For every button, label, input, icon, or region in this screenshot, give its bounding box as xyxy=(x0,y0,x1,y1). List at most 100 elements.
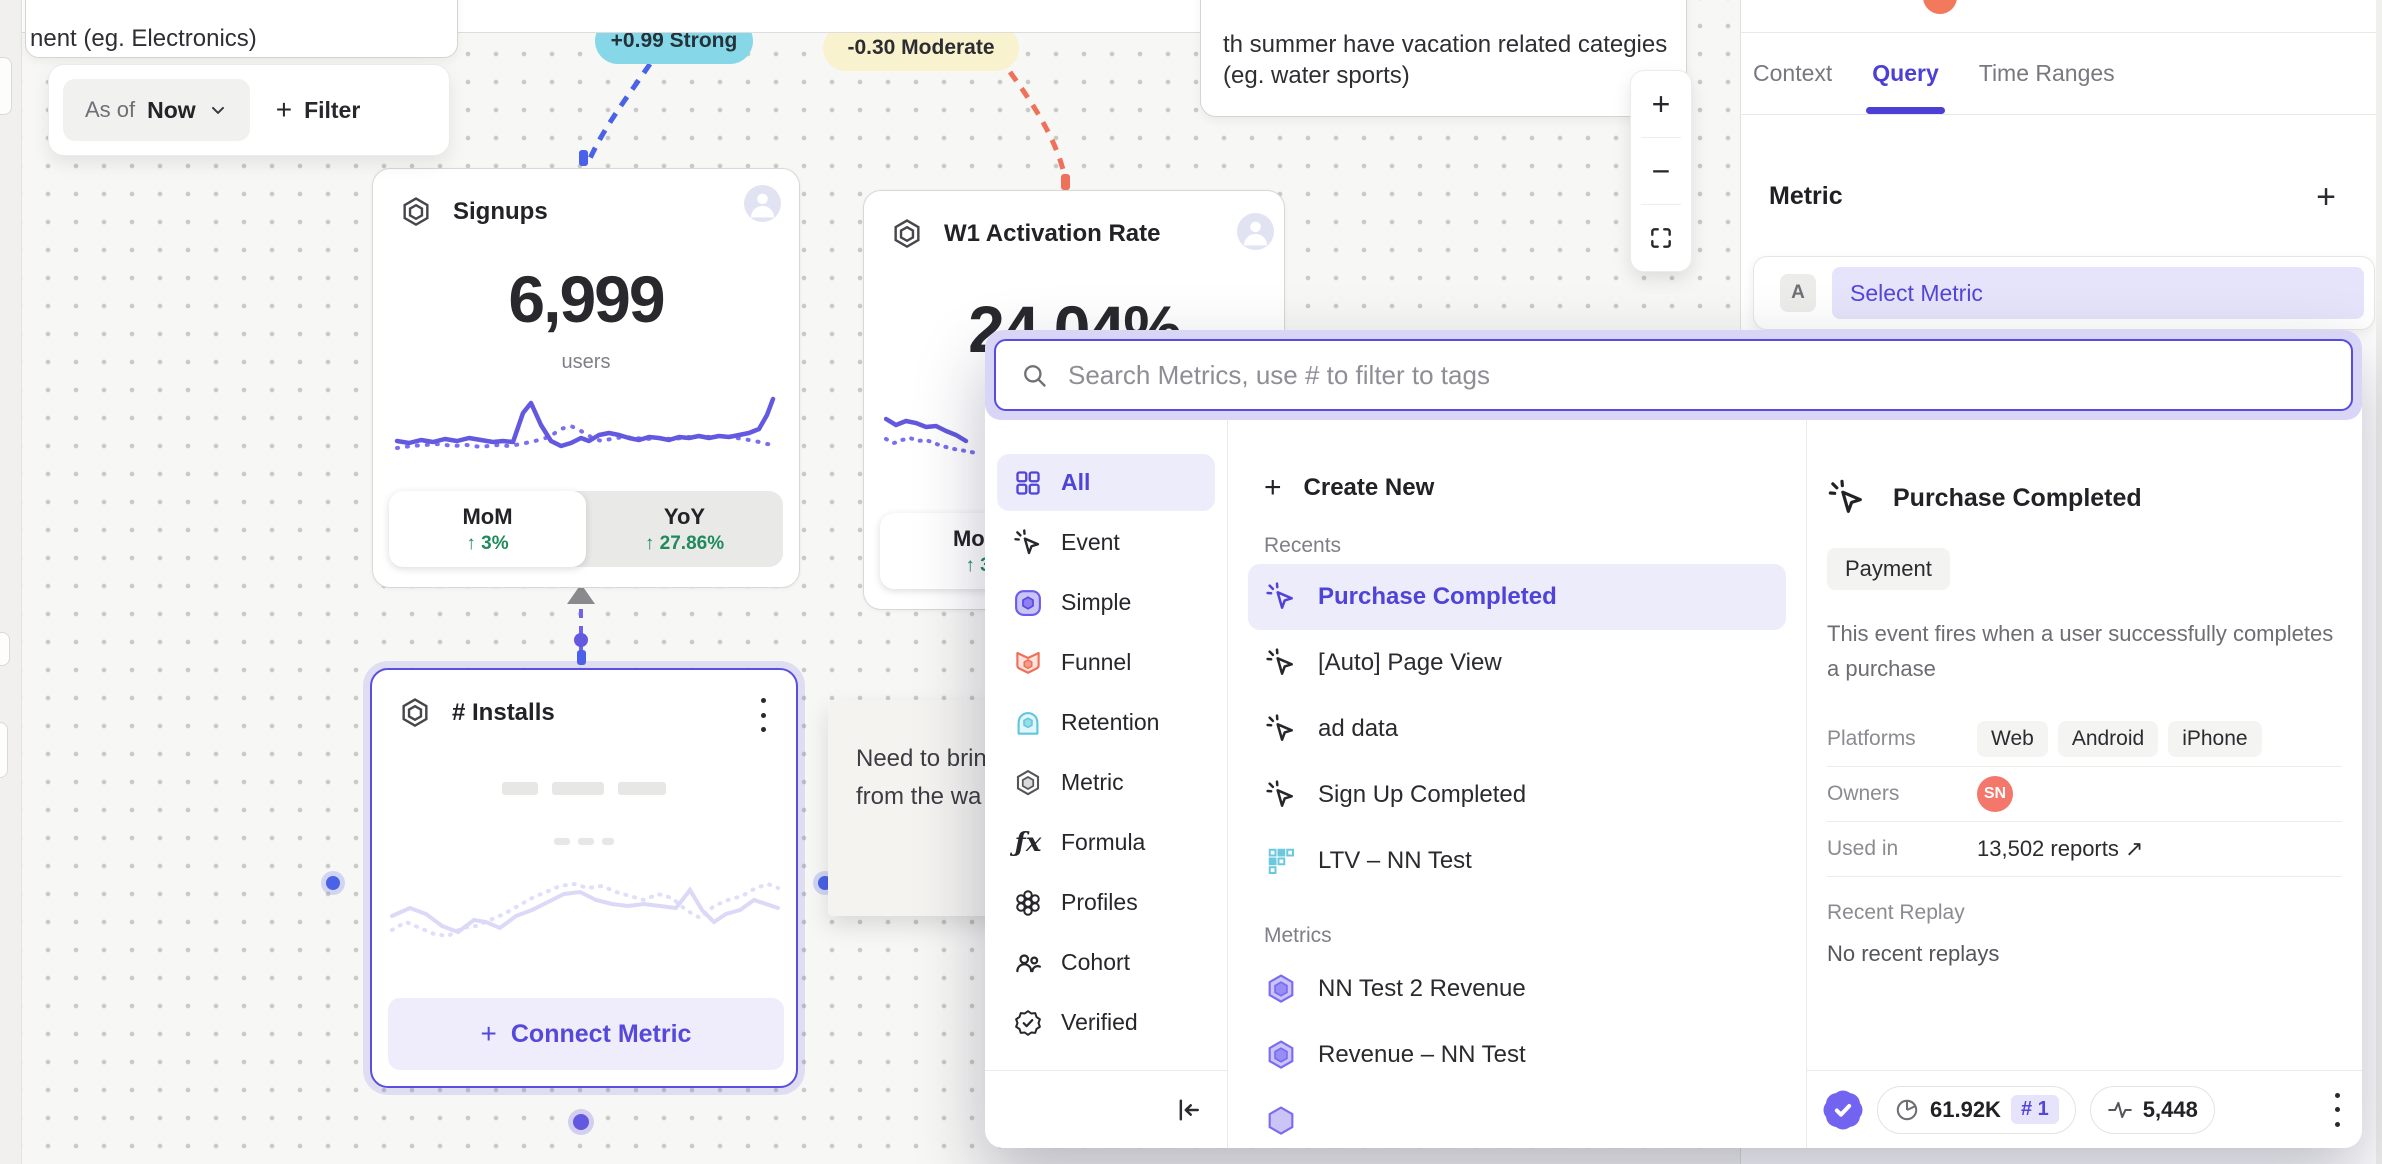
category-formula[interactable]: ƒx Formula xyxy=(997,814,1215,871)
list-item-label: Purchase Completed xyxy=(1318,583,1557,610)
skeleton-placeholder xyxy=(372,782,796,795)
sticky-note-vacation[interactable]: th summer have vacation related categies… xyxy=(1200,0,1687,117)
metric-card-signups[interactable]: Signups 6,999 users MoM ↑ 3% YoY ↑ 27.86… xyxy=(372,168,800,588)
clipped-canvas-item xyxy=(0,722,8,778)
owners-label: Owners xyxy=(1827,782,1900,805)
volume-pill[interactable]: 5,448 xyxy=(2089,1085,2215,1134)
create-new-label: Create New xyxy=(1303,474,1435,501)
usage-count-pill[interactable]: 61.92K # 1 xyxy=(1877,1085,2076,1134)
category-verified[interactable]: Verified xyxy=(997,994,1215,1051)
card-header: W1 Activation Rate xyxy=(890,217,1160,251)
category-label: Cohort xyxy=(1061,949,1131,975)
category-label: Retention xyxy=(1061,709,1160,735)
viewport-edge-strip xyxy=(2376,0,2382,1164)
category-retention[interactable]: Retention xyxy=(997,694,1215,751)
category-cohort[interactable]: Cohort xyxy=(997,934,1215,991)
add-metric-button[interactable]: + xyxy=(2316,178,2336,216)
list-item-label: [Auto] Page View xyxy=(1318,649,1502,676)
metric-hexagon-icon xyxy=(403,197,429,226)
note-text: nent (eg. Electronics) xyxy=(30,25,257,52)
note-text-line1: th summer have vacation related categies xyxy=(1223,31,1668,58)
category-profiles[interactable]: Profiles xyxy=(997,874,1215,931)
category-metric[interactable]: Metric xyxy=(997,754,1215,811)
list-item-purchase-completed[interactable]: Purchase Completed xyxy=(1248,564,1786,630)
category-all[interactable]: All xyxy=(997,454,1215,511)
create-new-button[interactable]: + Create New xyxy=(1248,460,1786,516)
metric-hexagon-icon xyxy=(402,698,428,727)
select-metric-row[interactable]: A Select Metric xyxy=(1753,256,2375,330)
note-text-line1: Need to brin xyxy=(856,745,987,772)
as-of-dropdown[interactable]: As of Now xyxy=(63,79,250,141)
sparkline-chart xyxy=(884,416,978,455)
connect-metric-button[interactable]: + Connect Metric xyxy=(388,998,784,1070)
list-item-label: Sign Up Completed xyxy=(1318,781,1527,808)
card-title: # Installs xyxy=(452,699,555,726)
mom-delta: ↑ 3% xyxy=(466,532,509,554)
category-simple[interactable]: Simple xyxy=(997,574,1215,631)
tab-query[interactable]: Query xyxy=(1866,33,1946,114)
yoy-toggle[interactable]: YoY ↑ 27.86% xyxy=(586,491,783,567)
fit-view-button[interactable] xyxy=(1631,205,1691,271)
tab-context[interactable]: Context xyxy=(1753,60,1833,86)
mom-toggle[interactable]: MoM ↑ 3% xyxy=(389,491,586,567)
sparkline-chart xyxy=(394,396,777,450)
sticky-note-categories[interactable]: nent (eg. Electronics) xyxy=(25,0,458,58)
notification-dot xyxy=(1923,0,1957,14)
category-event[interactable]: Event xyxy=(997,514,1215,571)
add-filter-button[interactable]: + Filter xyxy=(276,96,361,124)
metric-unit: users xyxy=(561,351,611,373)
verified-seal-icon xyxy=(1818,1085,1868,1134)
used-in-reports-link[interactable]: 13,502 reports ↗ xyxy=(1977,836,2144,861)
metrics-section-label: Metrics xyxy=(1264,924,1332,947)
event-cursor-icon xyxy=(1828,479,1862,513)
category-funnel[interactable]: Funnel xyxy=(997,634,1215,691)
list-item-ad-data[interactable]: ad data xyxy=(1248,696,1786,762)
search-icon xyxy=(1024,365,1046,387)
recents-section-label: Recents xyxy=(1264,534,1342,557)
list-item-ltv-nn-test[interactable]: LTV – NN Test xyxy=(1248,828,1786,894)
sparkline-solid xyxy=(394,396,776,449)
tab-time-ranges[interactable]: Time Ranges xyxy=(1978,60,2115,86)
detail-footer: 61.92K # 1 5,448 xyxy=(1807,1070,2362,1148)
select-metric-value[interactable]: Select Metric xyxy=(1832,267,2364,319)
category-label: Verified xyxy=(1061,1009,1138,1035)
owner-avatar[interactable]: SN xyxy=(1977,776,2013,812)
list-item-nn-test-2-revenue[interactable]: NN Test 2 Revenue xyxy=(1248,956,1786,1022)
search-placeholder: Search Metrics, use # to filter to tags xyxy=(1068,359,1490,390)
zoom-in-button[interactable]: + xyxy=(1651,85,1671,122)
event-cursor-icon xyxy=(1264,580,1298,614)
grid-icon xyxy=(1011,466,1045,500)
plus-icon: + xyxy=(275,94,293,125)
mom-delta: ↑ 3 xyxy=(965,554,991,576)
list-item-label: NN Test 2 Revenue xyxy=(1318,975,1526,1002)
sparkline-solid xyxy=(884,416,969,444)
zoom-out-button[interactable]: − xyxy=(1651,152,1671,189)
search-input[interactable]: Search Metrics, use # to filter to tags xyxy=(994,339,2353,411)
category-sidebar: All Event Simple Funnel xyxy=(985,420,1228,1148)
verified-badge-icon xyxy=(1011,1006,1045,1040)
platform-chip-web: Web xyxy=(1977,721,2048,757)
list-item-revenue-nn-test[interactable]: Revenue – NN Test xyxy=(1248,1022,1786,1088)
metric-card-installs[interactable]: # Installs + Connect Metric xyxy=(370,668,798,1088)
simple-metric-icon xyxy=(1011,586,1045,620)
rank-chip: # 1 xyxy=(2010,1095,2059,1124)
platforms-label: Platforms xyxy=(1827,727,1916,750)
more-options-kebab-icon[interactable] xyxy=(2332,1092,2342,1127)
retention-icon xyxy=(1011,706,1045,740)
mom-label: MoM xyxy=(462,503,513,529)
list-item-label: LTV – NN Test xyxy=(1318,847,1472,874)
profiles-icon xyxy=(1011,886,1045,920)
connect-metric-label: Connect Metric xyxy=(510,1019,692,1048)
skeleton-placeholder xyxy=(372,838,796,845)
card-header: Signups xyxy=(399,195,548,229)
category-label: Profiles xyxy=(1061,889,1138,915)
card-menu-kebab-icon[interactable] xyxy=(758,698,768,732)
list-item-sign-up-completed[interactable]: Sign Up Completed xyxy=(1248,762,1786,828)
tag-chip[interactable]: Payment xyxy=(1827,548,1950,590)
event-cursor-icon xyxy=(1011,526,1045,560)
plus-icon: + xyxy=(1264,471,1282,504)
owners-row: Owners SN xyxy=(1827,767,2342,822)
collapse-sidebar-icon[interactable] xyxy=(1175,1096,1203,1124)
metric-picker-modal: Search Metrics, use # to filter to tags … xyxy=(985,330,2362,1148)
list-item-auto-page-view[interactable]: [Auto] Page View xyxy=(1248,630,1786,696)
